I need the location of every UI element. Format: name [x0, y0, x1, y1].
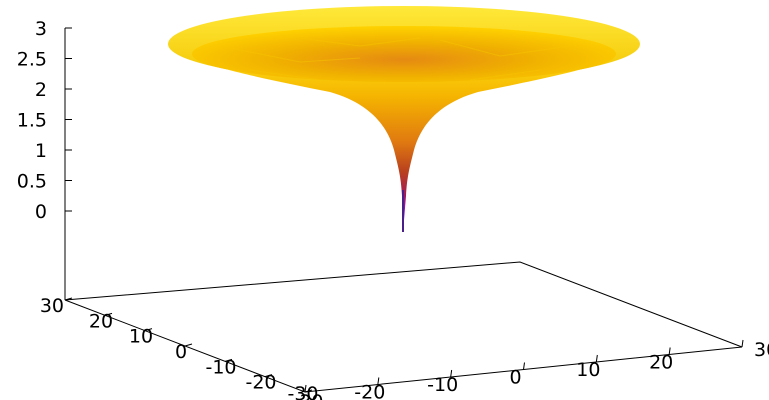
y-tick-mark: [450, 369, 453, 378]
y-tick-label: -20: [354, 382, 385, 400]
y-tick-label: -30: [292, 391, 323, 400]
z-tick-label: 2: [35, 79, 47, 101]
funnel-body: [168, 44, 640, 232]
y-tick-label: 30: [754, 339, 769, 361]
z-tick-label: 0.5: [17, 171, 47, 193]
x-tick-mark: [64, 297, 73, 301]
z-tick-label: 1: [35, 140, 47, 162]
x-tick-mark: [104, 312, 113, 316]
y-tick-mark: [523, 362, 525, 370]
x-tick-mark: [184, 343, 193, 347]
x-tick-label: 20: [89, 310, 113, 332]
y-tick-mark: [595, 354, 598, 363]
y-tick-label: -10: [427, 374, 458, 396]
funnel-surface: [168, 6, 640, 232]
z-tick-label: 3: [35, 18, 47, 40]
y-tick-label: 10: [576, 359, 600, 381]
y-tick-mark: [304, 384, 307, 393]
y-tick-label: 0: [509, 367, 521, 389]
y-tick-label: 20: [649, 352, 673, 374]
y-tick-mark: [741, 339, 744, 348]
x-tick-mark: [224, 358, 233, 362]
front-axes-line: [64, 299, 743, 393]
z-tick-label: 2.5: [17, 49, 47, 71]
y-tick-mark: [377, 377, 380, 385]
z-tick-label: 0: [35, 201, 47, 223]
x-tick-mark: [144, 328, 153, 332]
x-tick-label: -20: [245, 372, 276, 394]
z-tick-label: 1.5: [17, 110, 47, 132]
x-tick-mark: [304, 389, 313, 393]
tick-labels: 32.521.510.50-30-20-1001020303020100-10-…: [17, 18, 769, 400]
back-axes-line: [64, 261, 743, 348]
x-tick-mark: [264, 374, 273, 378]
x-tick-label: 10: [129, 326, 153, 348]
x-tick-label: -30: [287, 383, 318, 400]
funnel-inner: [192, 26, 616, 82]
x-tick-label: 30: [40, 295, 64, 317]
y-tick-mark: [668, 347, 671, 355]
x-tick-label: 0: [175, 341, 187, 363]
x-tick-label: -10: [205, 356, 236, 378]
facet-lines: [229, 37, 571, 81]
